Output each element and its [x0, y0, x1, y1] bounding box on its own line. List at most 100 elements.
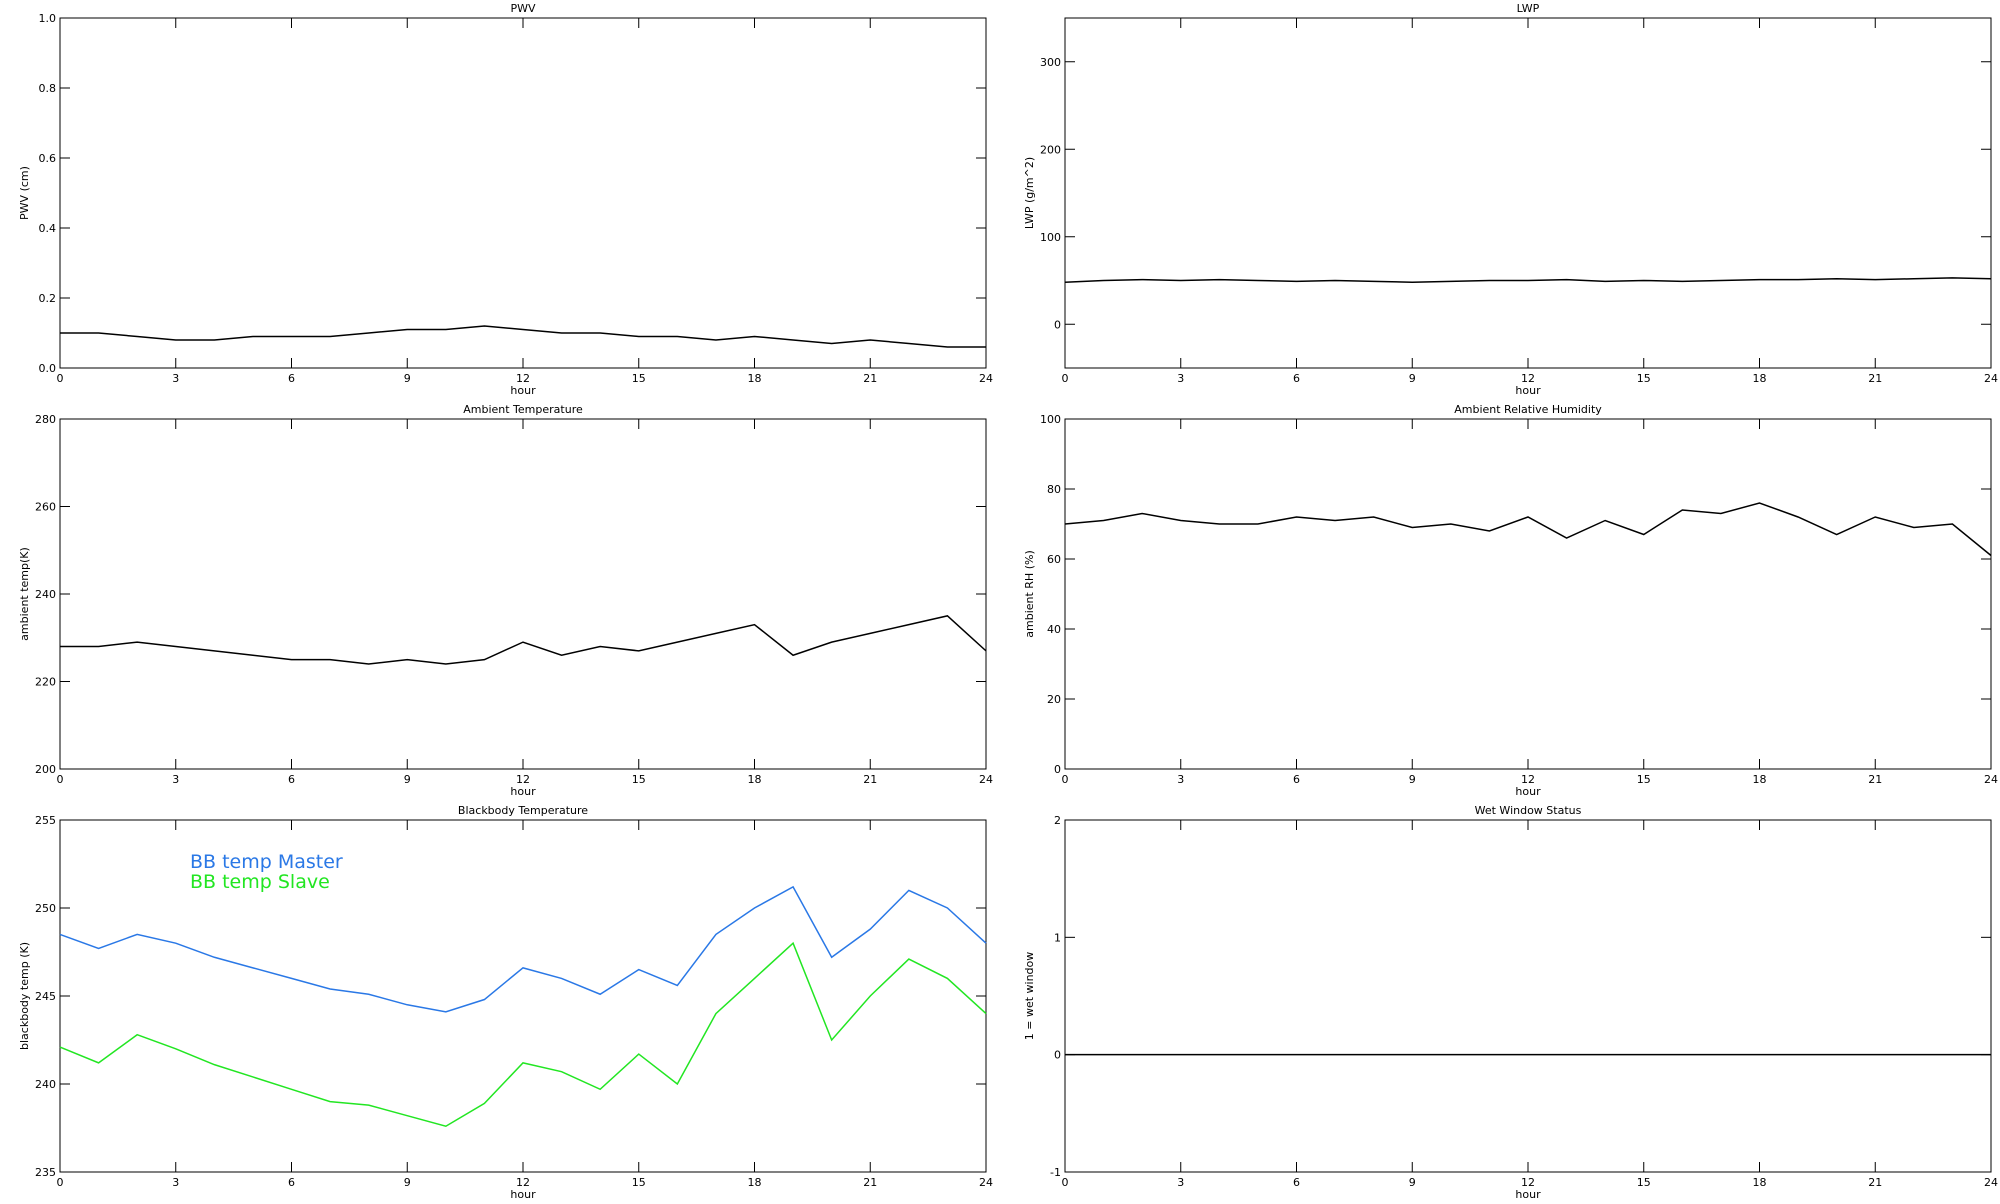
x-tick-label: 15 — [1637, 1176, 1651, 1189]
y-tick-label: -1 — [1050, 1166, 1061, 1179]
x-tick-label: 18 — [1753, 372, 1767, 385]
x-tick-label: 3 — [1177, 773, 1184, 786]
y-tick-label: 1 — [1054, 931, 1061, 944]
data-line — [60, 325, 986, 348]
y-axis-label: 1 = wet window — [1023, 952, 1036, 1041]
y-tick-label: 0 — [1054, 763, 1061, 776]
chart-panel: PWV 0 3 6 9 12 15 18 21 24 hour 0.0 0.2 0.4 0.6 0.8 1.0 P… — [18, 2, 993, 397]
x-tick-label: 9 — [404, 1176, 411, 1189]
x-axis-label: hour — [510, 1188, 536, 1200]
y-axis-label: ambient temp(K) — [18, 547, 31, 641]
x-tick-label: 21 — [863, 773, 877, 786]
data-line — [59, 941, 987, 1128]
data-line — [1064, 502, 1992, 557]
chart-title: LWP — [1517, 2, 1540, 15]
x-tick-label: 12 — [516, 773, 530, 786]
x-axis-label: hour — [510, 384, 536, 397]
x-tick-label: 21 — [1868, 1176, 1882, 1189]
chart-panel: Blackbody Temperature 0 3 6 9 12 15 18 21 24 hour 2… — [18, 804, 993, 1201]
y-tick-label: 60 — [1047, 553, 1061, 566]
x-tick-label: 0 — [1062, 773, 1069, 786]
y-tick-label: 100 — [1040, 231, 1061, 244]
x-tick-label: 3 — [172, 773, 179, 786]
x-tick-label: 21 — [1868, 372, 1882, 385]
y-tick-label: 235 — [35, 1166, 56, 1179]
x-tick-label: 15 — [1637, 372, 1651, 385]
x-tick-label: 18 — [1753, 1176, 1767, 1189]
y-tick-label: 0 — [1054, 1049, 1061, 1062]
legend-entry: BB temp Master — [190, 851, 343, 873]
x-tick-label: 0 — [1062, 372, 1069, 385]
chart-title: Wet Window Status — [1475, 804, 1582, 817]
x-tick-label: 6 — [288, 372, 295, 385]
x-tick-label: 6 — [1293, 773, 1300, 786]
y-tick-label: 200 — [1040, 143, 1061, 156]
x-tick-label: 6 — [288, 773, 295, 786]
y-tick-label: 0.2 — [39, 292, 57, 305]
y-tick-label: 240 — [35, 1078, 56, 1091]
x-tick-label: 24 — [979, 1176, 993, 1189]
chart-panel: Ambient Temperature 0 3 6 9 12 15 18 21 24 hour 200… — [18, 403, 993, 798]
x-tick-label: 3 — [172, 372, 179, 385]
y-tick-label: 20 — [1047, 693, 1061, 706]
x-tick-label: 24 — [1984, 1176, 1998, 1189]
x-tick-label: 15 — [632, 773, 646, 786]
x-axis-label: hour — [1515, 1188, 1541, 1200]
y-tick-label: 260 — [35, 501, 56, 514]
y-tick-label: 245 — [35, 990, 56, 1003]
y-axis-label: ambient RH (%) — [1023, 550, 1036, 638]
x-tick-label: 12 — [1521, 372, 1535, 385]
x-tick-label: 15 — [632, 372, 646, 385]
y-tick-label: 0.8 — [39, 82, 57, 95]
chart-panel: LWP 0 3 6 9 12 15 18 21 24 hour 0 100 200 300 LWP (g/m^… — [1023, 2, 1998, 397]
y-tick-label: 0.4 — [39, 222, 57, 235]
x-tick-label: 6 — [1293, 372, 1300, 385]
data-line — [60, 615, 987, 665]
chart-title: Blackbody Temperature — [458, 804, 588, 817]
x-tick-label: 9 — [1409, 1176, 1416, 1189]
x-tick-label: 18 — [748, 1176, 762, 1189]
x-axis-label: hour — [1515, 384, 1541, 397]
x-tick-label: 21 — [863, 1176, 877, 1189]
y-tick-label: 280 — [35, 413, 56, 426]
x-tick-label: 9 — [1409, 372, 1416, 385]
y-tick-label: 240 — [35, 588, 56, 601]
y-tick-label: 250 — [35, 902, 56, 915]
x-tick-label: 15 — [632, 1176, 646, 1189]
x-tick-label: 0 — [1062, 1176, 1069, 1189]
y-tick-label: 2 — [1054, 814, 1061, 827]
x-tick-label: 21 — [1868, 773, 1882, 786]
x-tick-label: 9 — [1409, 773, 1416, 786]
x-tick-label: 3 — [1177, 1176, 1184, 1189]
y-tick-label: 200 — [35, 763, 56, 776]
x-tick-label: 6 — [288, 1176, 295, 1189]
x-tick-label: 12 — [1521, 1176, 1535, 1189]
x-tick-label: 9 — [404, 372, 411, 385]
x-tick-label: 18 — [1753, 773, 1767, 786]
x-tick-label: 12 — [516, 372, 530, 385]
x-tick-label: 24 — [979, 372, 993, 385]
y-tick-label: 255 — [35, 814, 56, 827]
x-tick-label: 21 — [863, 372, 877, 385]
plot-frame — [1064, 17, 1992, 369]
plot-frame — [1064, 819, 1992, 1173]
x-tick-label: 0 — [57, 372, 64, 385]
x-tick-label: 3 — [1177, 372, 1184, 385]
legend-entry: BB temp Slave — [190, 871, 330, 893]
x-tick-label: 12 — [1521, 773, 1535, 786]
x-tick-label: 18 — [748, 773, 762, 786]
data-line — [59, 885, 987, 1013]
y-tick-label: 220 — [35, 676, 56, 689]
chart-title: PWV — [510, 2, 536, 15]
plot-frame — [59, 17, 987, 369]
y-tick-label: 40 — [1047, 623, 1061, 636]
y-axis-label: blackbody temp (K) — [18, 942, 31, 1050]
y-tick-label: 0.0 — [39, 362, 57, 375]
y-tick-label: 0.6 — [39, 152, 57, 165]
x-tick-label: 24 — [1984, 372, 1998, 385]
y-tick-label: 100 — [1040, 413, 1061, 426]
x-axis-label: hour — [510, 785, 536, 798]
x-tick-label: 24 — [979, 773, 993, 786]
x-tick-label: 9 — [404, 773, 411, 786]
